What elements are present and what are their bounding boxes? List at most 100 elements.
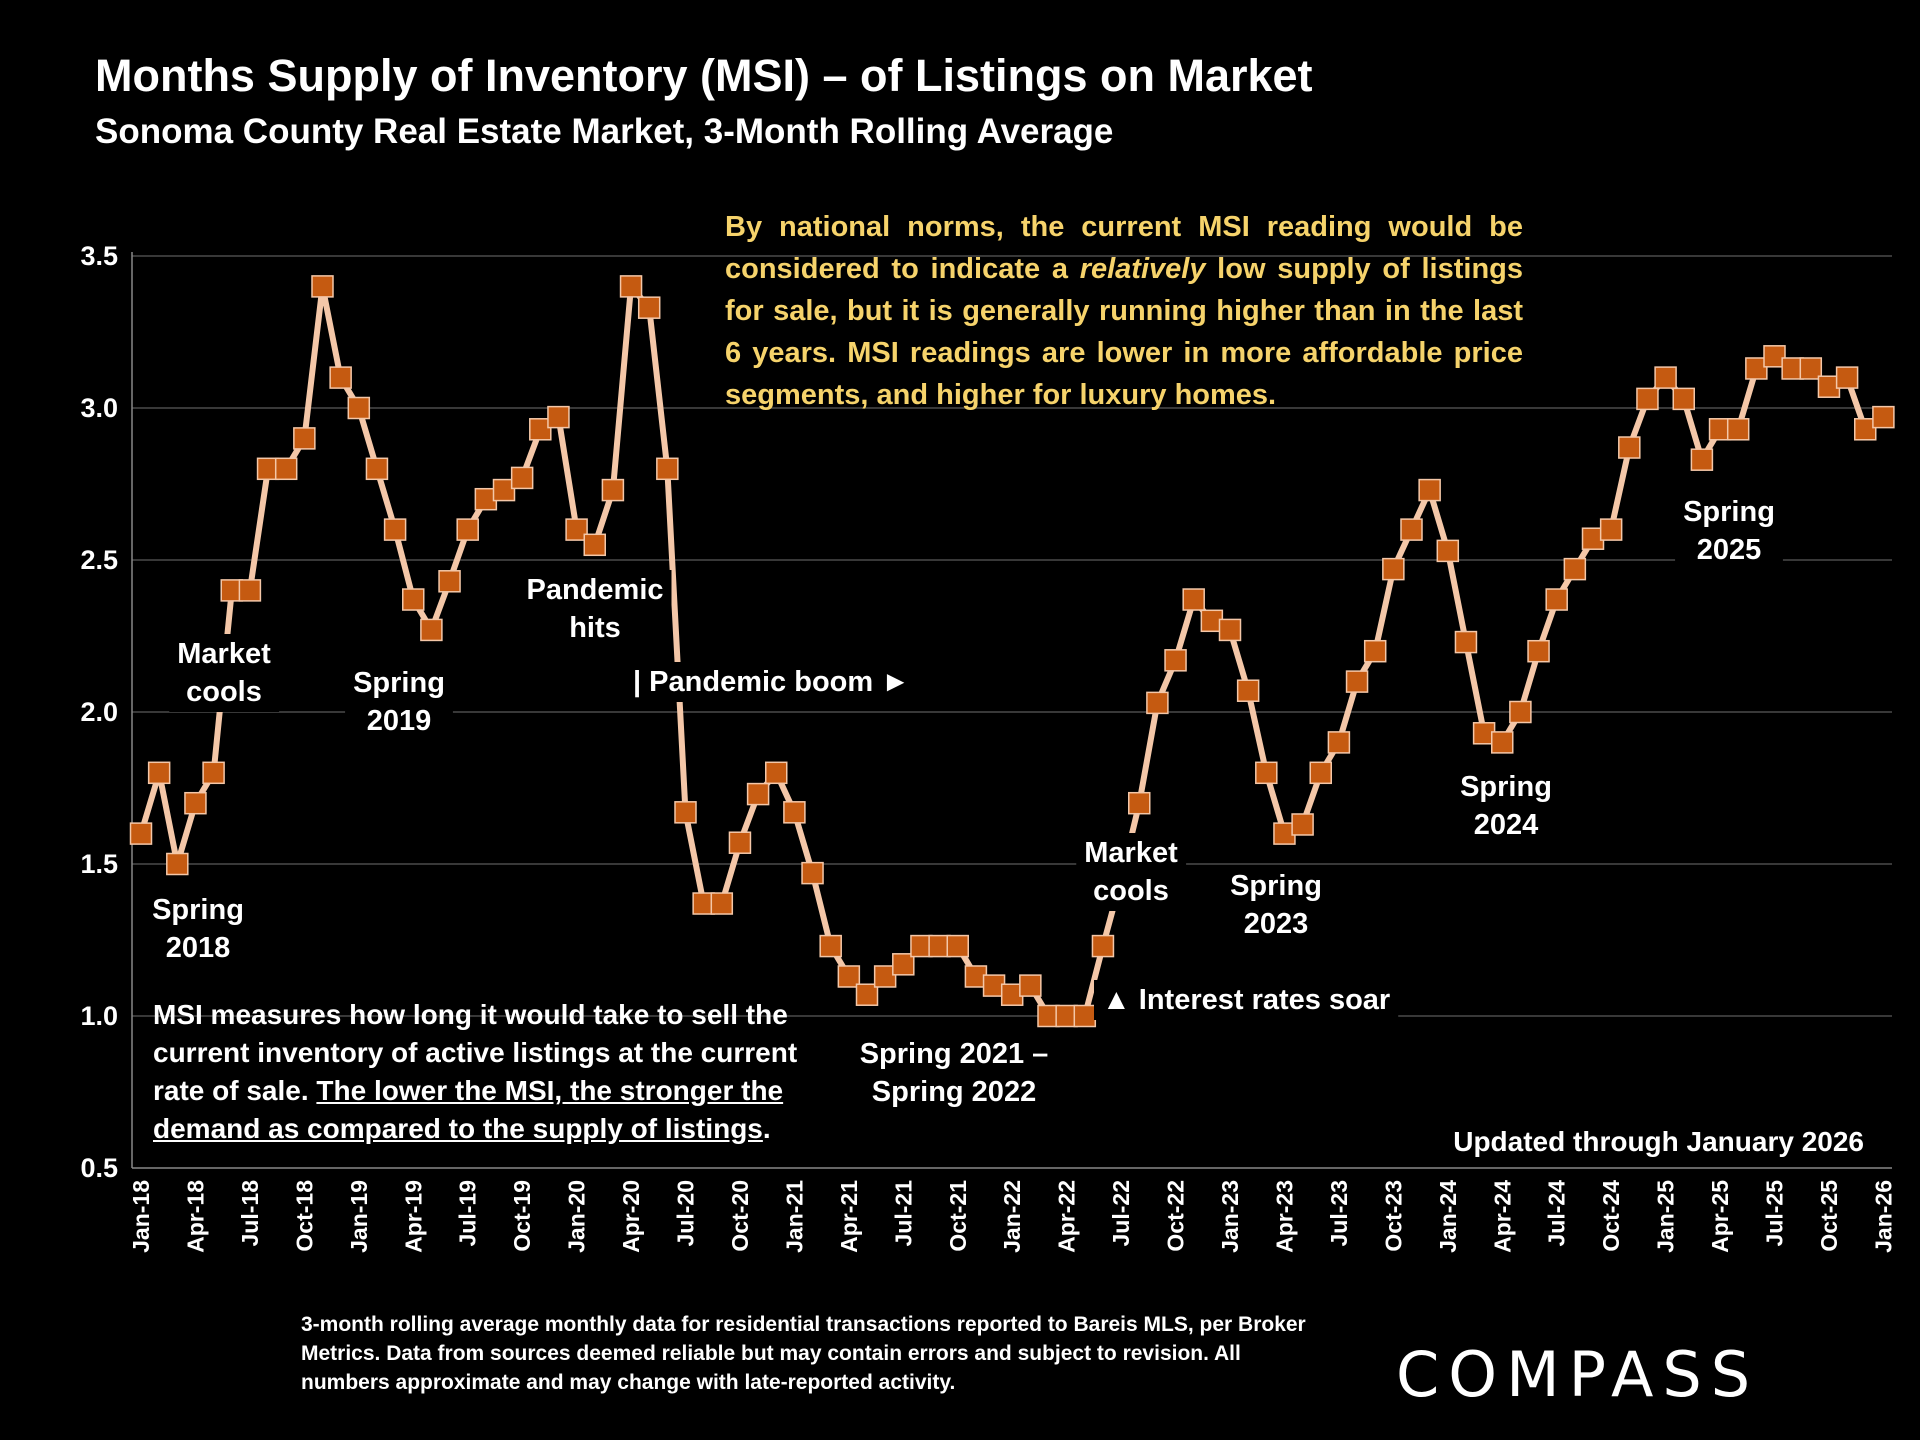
data-point-marker [1872,405,1895,429]
note-underlined: The lower the MSI, the stronger the dema… [153,1075,784,1144]
data-point-marker [1418,478,1441,502]
chart-annotation: Spring 2024 [1452,767,1560,845]
chart-annotation: ▲ Interest rates soar [1094,980,1399,1020]
y-tick-label: 1.5 [80,849,118,879]
data-point-marker [1599,518,1623,541]
data-point-marker [1854,418,1877,441]
data-point-marker [1527,639,1550,663]
data-point-marker [1146,691,1169,715]
y-tick-label: 1.0 [80,1001,118,1031]
data-point-marker [783,801,806,824]
footnote: 3-month rolling average monthly data for… [301,1313,1306,1394]
annotation-label: | Pandemic boom ► [633,666,910,698]
annotation-line: Spring [1460,771,1552,803]
data-point-marker [1491,731,1514,754]
annotation-label: Market cools [1084,837,1178,907]
x-tick-label: Apr-23 [1271,1180,1297,1253]
x-tick-label: Jan-23 [1217,1180,1243,1253]
updated-label: Updated through January 2026 [1453,1126,1864,1157]
data-point-marker [1835,366,1859,389]
annotation-label: Spring 2024 [1460,771,1552,841]
x-tick-label: Jan-19 [346,1180,372,1253]
y-tick-label: 2.5 [80,545,118,575]
data-point-marker [637,296,661,319]
annotation-line: 2018 [166,932,231,964]
x-tick-label: Apr-21 [836,1180,862,1253]
data-point-marker [1636,387,1659,411]
data-point-marker [438,570,461,593]
data-point-marker [184,791,207,815]
data-point-marker [329,366,352,389]
data-point-marker [456,518,479,541]
annotation-label: Spring 2018 [152,894,244,964]
data-point-marker [746,782,770,806]
data-point-marker [656,457,679,481]
data-point-marker [1799,357,1823,380]
data-point-marker [892,953,915,976]
y-tick-label: 2.0 [80,697,118,727]
annotation-label: Spring 2025 [1683,496,1775,566]
data-point-marker [728,831,752,854]
data-point-marker [1291,813,1314,836]
data-point-marker [855,983,879,1006]
annotation-label: Spring 2019 [353,667,445,737]
annotation-line: Spring [353,667,445,699]
data-point-marker [1563,557,1587,581]
data-point-marker [1382,557,1405,581]
data-point-marker [801,861,824,885]
x-tick-label: Jul-23 [1326,1180,1352,1246]
annotation-line: Spring 2022 [872,1076,1036,1108]
annotation-background [1076,833,1187,911]
annotation-background [1222,866,1330,944]
chart-annotation: Spring 2021 – Spring 2022 [851,1034,1057,1112]
annotation-background [1452,767,1560,845]
x-tick-label: Jul-24 [1544,1180,1570,1247]
data-point-marker [402,588,425,611]
annotation-label: ▲ Interest rates soar [1102,984,1390,1016]
annotation-part: low supply of listings for sale, but it … [725,253,1524,411]
msi-definition-note: MSI measures how long it would take to s… [153,996,813,1148]
x-tick-label: Jan-20 [564,1180,590,1253]
data-point-marker [311,275,334,298]
annotation-background [625,662,918,702]
annotation-line: 2025 [1697,534,1762,566]
x-tick-label: Jan-21 [781,1180,807,1253]
annotation-line: 2023 [1244,908,1309,940]
chart-subtitle: Sonoma County Real Estate Market, 3-Mont… [95,112,1114,151]
annotation-line: Spring 2021 – [860,1038,1049,1070]
data-point-marker [129,822,153,845]
data-point-marker [1309,761,1332,785]
chart-annotation: Pandemic hits [518,570,672,648]
data-point-marker [1073,1004,1097,1028]
data-point-marker [601,478,625,502]
data-point-marker [1726,418,1750,441]
data-point-marker [1763,345,1786,368]
x-tick-label: Jul-20 [673,1180,699,1246]
data-point-marker [1454,630,1478,654]
data-point-marker [1654,366,1677,389]
x-tick-label: Jan-18 [128,1180,154,1253]
data-point-marker [1236,679,1260,702]
annotation-text: By national norms, the current MSI readi… [725,206,1523,416]
data-point-marker [1182,588,1205,611]
x-tick-label: Oct-23 [1380,1180,1406,1252]
chart-annotation: Market cools [169,634,280,712]
data-point-marker [1345,670,1369,693]
data-point-marker [619,275,643,298]
data-point-marker [492,478,516,502]
data-point-marker [274,457,298,481]
chart-annotation: Spring 2025 [1675,492,1783,570]
annotation-label: Market cools [177,638,271,708]
data-point-marker [765,761,788,785]
x-tick-label: Apr-19 [400,1180,426,1253]
data-point-marker [1363,639,1387,663]
data-point-marker [510,466,534,490]
annotation-background [1094,980,1399,1020]
x-tick-label: Jan-22 [999,1180,1025,1253]
x-tick-label: Jul-18 [237,1180,263,1247]
data-point-marker [383,518,407,541]
x-tick-label: Oct-25 [1816,1180,1842,1252]
data-point-marker [1164,649,1187,672]
data-point-marker [238,579,262,602]
